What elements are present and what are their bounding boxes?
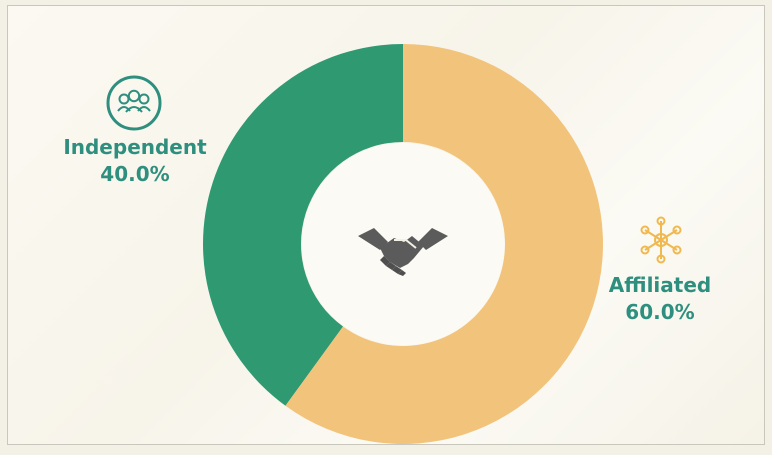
network-icon [633, 212, 689, 268]
chart-frame: Independent 40.0% Affiliated [7, 5, 765, 445]
independent-percent: 40.0% [100, 162, 170, 186]
independent-label: Independent 40.0% [50, 134, 220, 188]
affiliated-percent: 60.0% [625, 300, 695, 324]
affiliated-category: Affiliated [608, 273, 712, 297]
independent-category: Independent [63, 135, 207, 159]
donut-slice-affiliated [285, 44, 603, 444]
handshake-icon [356, 218, 450, 280]
affiliated-label: Affiliated 60.0% [580, 272, 740, 326]
group-icon [104, 73, 164, 133]
donut-slice-independent [203, 44, 403, 406]
